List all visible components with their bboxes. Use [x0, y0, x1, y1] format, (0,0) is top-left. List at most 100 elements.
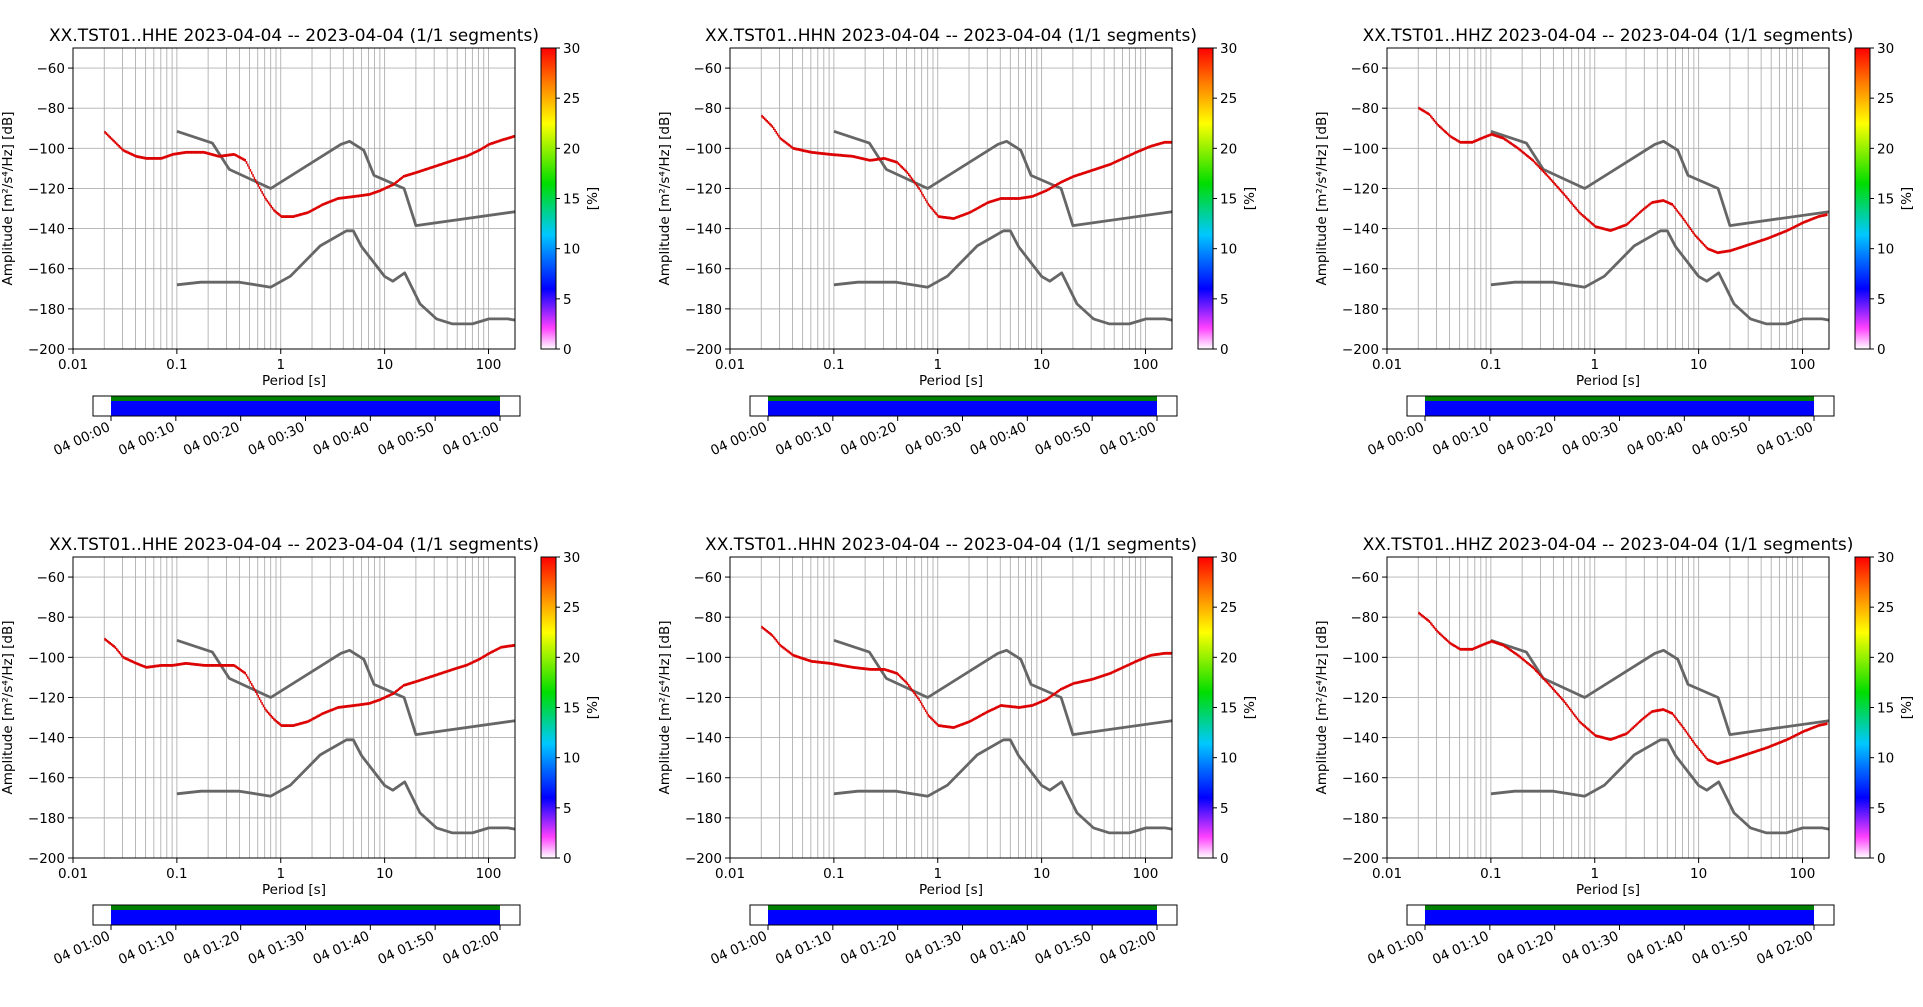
psd-mark	[1455, 138, 1458, 142]
psd-mark	[504, 645, 506, 649]
psd-mark	[260, 188, 262, 192]
psd-mark	[319, 713, 322, 717]
psd-mark	[500, 645, 502, 649]
psd-mark	[1768, 236, 1771, 240]
psd-mark	[789, 144, 792, 148]
colorbar-tick-label: 5	[1877, 292, 1886, 308]
psd-mark	[291, 215, 293, 218]
psd-mark	[1072, 682, 1075, 685]
psd-mark	[388, 185, 391, 188]
psd-mark	[1522, 150, 1524, 154]
psd-mark	[158, 664, 161, 667]
psd-mark	[1085, 679, 1088, 682]
psd-mark	[480, 656, 483, 660]
psd-mark	[466, 154, 468, 158]
psd-mark	[1448, 133, 1450, 137]
psd-mark	[302, 212, 305, 216]
psd-mark	[1557, 693, 1559, 696]
psd-mark	[780, 137, 783, 141]
psd-mark	[1426, 618, 1428, 621]
psd-mark	[471, 661, 474, 664]
psd-mark	[1487, 641, 1489, 645]
psd-mark	[1592, 223, 1594, 226]
psd-mark	[132, 660, 135, 664]
psd-mark	[1085, 170, 1088, 174]
timeline-tick-label: 04 01:30	[246, 928, 307, 968]
psd-mark	[1019, 196, 1022, 200]
psd-mark	[1802, 221, 1805, 224]
psd-mark	[943, 724, 945, 728]
psd-mark	[1793, 734, 1795, 738]
plot-frame	[72, 47, 516, 350]
psd-mark	[1544, 171, 1546, 175]
psd-mark	[1078, 173, 1080, 177]
psd-mark	[318, 205, 320, 208]
x-tick-label: 0.01	[58, 866, 88, 882]
psd-mark	[1764, 237, 1767, 241]
psd-mark	[397, 688, 400, 691]
psd-mark	[1079, 172, 1081, 176]
psd-mark	[400, 177, 402, 180]
psd-mark	[1783, 739, 1785, 743]
psd-mark	[1709, 759, 1711, 762]
plot-frame	[1386, 556, 1830, 859]
psd-mark	[128, 151, 131, 155]
psd-mark	[1739, 755, 1741, 759]
psd-mark	[349, 195, 352, 199]
psd-mark	[1688, 225, 1690, 229]
psd-mark	[1794, 734, 1797, 737]
psd-mark	[1761, 239, 1763, 242]
psd-mark	[898, 163, 901, 167]
psd-mark	[1627, 731, 1629, 734]
psd-mark	[1504, 137, 1506, 141]
psd-mark	[1119, 667, 1122, 671]
psd-mark	[326, 201, 328, 205]
psd-mark	[946, 725, 949, 729]
psd-mark	[1544, 678, 1546, 682]
psd-mark	[1096, 167, 1098, 171]
coverage-outline	[1406, 904, 1835, 926]
psd-mark	[900, 164, 902, 168]
psd-mark	[1166, 651, 1168, 655]
psd-mark	[962, 213, 964, 217]
psd-mark	[239, 668, 241, 671]
psd-mark	[131, 660, 133, 663]
psd-mark	[1797, 732, 1799, 736]
psd-mark	[1610, 738, 1612, 741]
psd-mark	[358, 703, 361, 707]
psd-mark	[309, 719, 311, 722]
psd-mark	[188, 150, 191, 154]
psd-mark	[1422, 109, 1424, 112]
psd-mark	[1459, 647, 1462, 651]
psd-mark	[1823, 722, 1825, 726]
panel-title: XX.TST01..HHZ 2023-04-04 -- 2023-04-04 (…	[1363, 535, 1854, 555]
psd-mark	[1102, 674, 1105, 677]
psd-mark	[1105, 164, 1107, 168]
psd-mark	[1774, 743, 1776, 746]
psd-mark	[219, 664, 222, 667]
psd-mark	[395, 690, 397, 693]
psd-mark	[423, 677, 426, 681]
psd-mark	[1605, 228, 1607, 231]
psd-mark	[214, 154, 217, 157]
psd-mark	[1668, 201, 1671, 205]
psd-mark	[270, 205, 272, 208]
panel-title: XX.TST01..HHE 2023-04-04 -- 2023-04-04 (…	[49, 26, 539, 46]
colorbar-tick-label: 30	[1877, 41, 1894, 57]
timeline-tick-label: 04 00:30	[1560, 419, 1621, 459]
psd-mark	[1502, 643, 1505, 647]
psd-mark	[1130, 662, 1132, 666]
psd-mark	[1166, 140, 1168, 144]
psd-mark	[109, 136, 111, 139]
psd-mark	[401, 176, 404, 179]
psd-mark	[1091, 169, 1093, 172]
colorbar-tick-label: 25	[1877, 600, 1894, 616]
psd-mark	[1109, 163, 1111, 166]
psd-mark	[874, 668, 876, 671]
psd-mark	[164, 155, 166, 159]
psd-mark	[414, 171, 417, 175]
psd-mark	[1662, 708, 1664, 711]
psd-mark	[1614, 227, 1616, 231]
psd-mark	[151, 157, 153, 160]
psd-mark	[1609, 229, 1611, 232]
